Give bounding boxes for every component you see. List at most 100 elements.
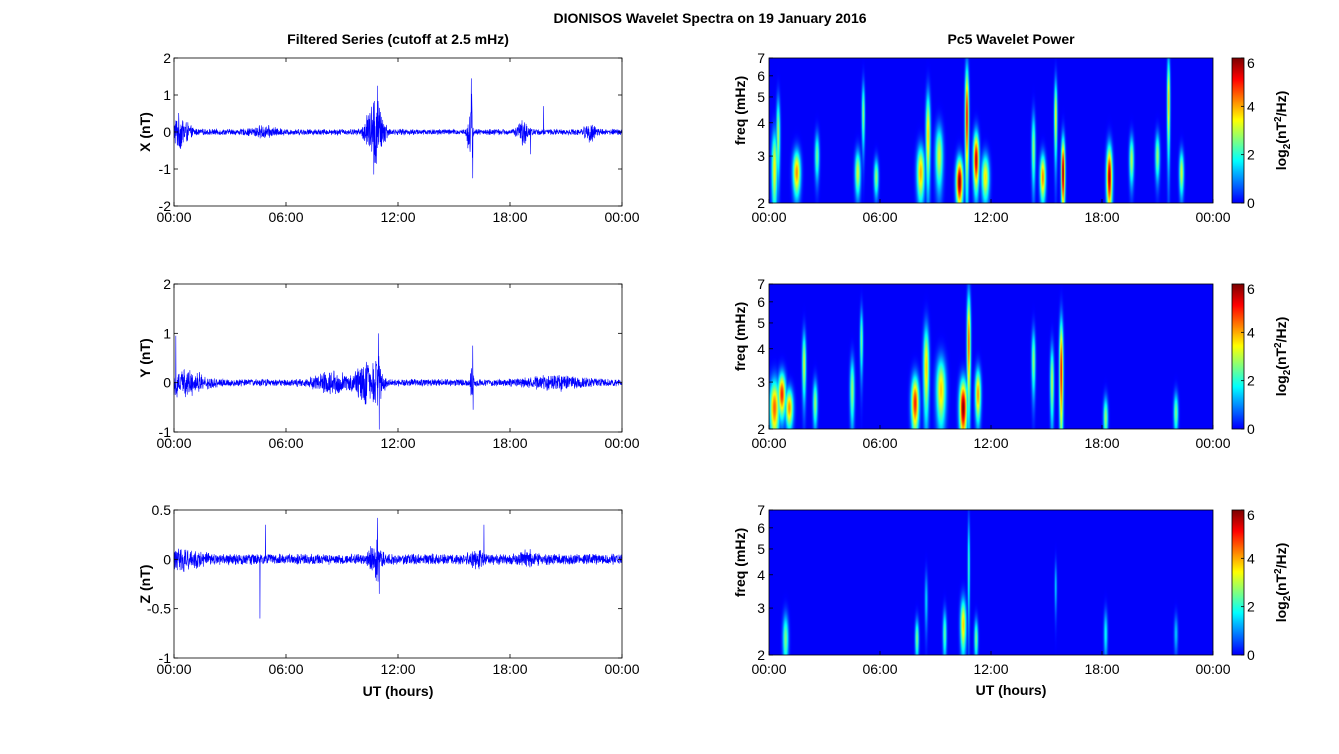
wavelet-power-heatmap [769, 58, 1213, 203]
x-tick-label: 18:00 [1084, 661, 1119, 677]
y-tick-label: 3 [757, 600, 765, 616]
x-tick-label: 12:00 [380, 661, 415, 677]
y-tick-label: -2 [159, 198, 172, 214]
figure-title: DIONISOS Wavelet Spectra on 19 January 2… [553, 10, 866, 26]
time-series-panel-x: -2 -1 0 1 2 00:00 06:00 12:00 18:00 00:00 Filtered… [137, 31, 640, 225]
wavelet-power-heatmap [769, 510, 1213, 655]
x-tick-label: 06:00 [862, 661, 897, 677]
wavelet-power-heatmap [769, 284, 1213, 429]
colorbar-tick-label: 6 [1247, 507, 1255, 523]
x-tick-label: 06:00 [862, 209, 897, 225]
y-tick-label: 2 [757, 195, 765, 211]
x-tick-label: 00:00 [1195, 435, 1230, 451]
x-axis-label: UT (hours) [363, 683, 434, 699]
x-tick-label: 18:00 [492, 661, 527, 677]
y-tick-label: 7 [757, 502, 765, 518]
y-axis-label: freq (mHz) [732, 76, 748, 145]
y-tick-label: 5 [757, 89, 765, 105]
wavelet-power-panel-x: 2 3 4 5 6 7 00:00 06:00 12:00 18:00 00:00 Pc5 Wavel… [732, 31, 1293, 225]
colorbar-tick-label: 0 [1247, 647, 1255, 663]
colorbar-label: log2(nT2/Hz) [1273, 317, 1293, 397]
y-tick-label: 4 [757, 115, 765, 131]
y-tick-label: 4 [757, 341, 765, 357]
colorbar-gradient [1232, 58, 1244, 203]
y-axis-label: Z (nT) [137, 565, 153, 604]
y-axis-label: Y (nT) [137, 338, 153, 377]
colorbar-tick-label: 2 [1247, 599, 1255, 615]
x-tick-label: 18:00 [1084, 209, 1119, 225]
x-tick-label: 12:00 [380, 209, 415, 225]
colorbar-tick-label: 4 [1247, 98, 1255, 114]
colorbar-tick-label: 2 [1247, 147, 1255, 163]
y-tick-label: 2 [757, 421, 765, 437]
y-tick-label: 3 [757, 148, 765, 164]
x-tick-label: 00:00 [156, 435, 191, 451]
colorbar-tick-label: 0 [1247, 421, 1255, 437]
wavelet-power-panel-y: 2 3 4 5 6 7 00:00 06:00 12:00 18:00 00:00 freq (mHz… [732, 276, 1293, 451]
y-tick-label: 2 [163, 50, 171, 66]
y-tick-label: 2 [163, 276, 171, 292]
x-tick-label: 12:00 [973, 661, 1008, 677]
x-tick-label: 00:00 [604, 435, 639, 451]
y-tick-label: 1 [163, 325, 171, 341]
x-tick-label: 18:00 [492, 209, 527, 225]
y-tick-label: 6 [757, 294, 765, 310]
colorbar-tick-label: 6 [1247, 281, 1255, 297]
x-tick-label: 12:00 [973, 209, 1008, 225]
time-series-panel-y: -1 0 1 2 00:00 06:00 12:00 18:00 00:00 Y (nT) [137, 276, 640, 451]
y-tick-label: 4 [757, 567, 765, 583]
y-tick-label: -1 [159, 161, 172, 177]
y-tick-label: 2 [757, 647, 765, 663]
x-tick-label: 12:00 [380, 435, 415, 451]
x-tick-label: 00:00 [156, 209, 191, 225]
y-tick-label: 0 [163, 375, 171, 391]
axes-frame [173, 509, 623, 659]
x-tick-label: 06:00 [268, 435, 303, 451]
y-axis-label: freq (mHz) [732, 302, 748, 371]
y-axis-label: freq (mHz) [732, 528, 748, 597]
y-tick-label: 7 [757, 276, 765, 292]
y-tick-label: 5 [757, 541, 765, 557]
time-series-panel-z: -1 -0.5 0 0.5 00:00 06:00 12:00 18:00 00:00 Z (nT… [137, 502, 640, 699]
x-tick-label: 06:00 [268, 661, 303, 677]
series-line [173, 78, 623, 179]
y-tick-label: 0 [163, 551, 171, 567]
x-tick-label: 00:00 [751, 209, 786, 225]
colorbar: 0 2 4 6 log2(nT2/Hz) [1231, 55, 1293, 211]
x-axis-label: UT (hours) [976, 682, 1047, 698]
colorbar-tick-label: 4 [1247, 324, 1255, 340]
colorbar-label: log2(nT2/Hz) [1273, 543, 1293, 623]
wavelet-power-panel-z: 2 3 4 5 6 7 00:00 06:00 12:00 18:00 00:00 freq (mHz… [732, 502, 1293, 698]
colorbar-tick-label: 4 [1247, 550, 1255, 566]
y-tick-label: -1 [159, 650, 172, 666]
colorbar-frame [1231, 509, 1245, 656]
colorbar-tick-label: 0 [1247, 195, 1255, 211]
x-tick-label: 00:00 [751, 435, 786, 451]
y-tick-label: 6 [757, 520, 765, 536]
colorbar: 0 2 4 6 log2(nT2/Hz) [1231, 507, 1293, 663]
series-line [173, 517, 623, 619]
x-tick-label: 12:00 [973, 435, 1008, 451]
x-tick-label: 06:00 [268, 209, 303, 225]
x-tick-label: 00:00 [604, 661, 639, 677]
x-tick-label: 00:00 [156, 661, 191, 677]
colorbar: 0 2 4 6 log2(nT2/Hz) [1231, 281, 1293, 437]
series-line [173, 333, 623, 430]
y-tick-label: 7 [757, 50, 765, 66]
panel-title: Filtered Series (cutoff at 2.5 mHz) [287, 31, 509, 47]
y-tick-label: 1 [163, 87, 171, 103]
colorbar-tick-label: 6 [1247, 55, 1255, 71]
colorbar-label: log2(nT2/Hz) [1273, 91, 1293, 171]
y-tick-label: 0 [163, 124, 171, 140]
colorbar-gradient [1232, 510, 1244, 655]
x-tick-label: 00:00 [1195, 661, 1230, 677]
x-tick-label: 18:00 [492, 435, 527, 451]
x-tick-label: 00:00 [1195, 209, 1230, 225]
panel-title: Pc5 Wavelet Power [947, 31, 1075, 47]
colorbar-tick-label: 2 [1247, 373, 1255, 389]
y-tick-label: 5 [757, 315, 765, 331]
x-tick-label: 18:00 [1084, 435, 1119, 451]
x-tick-label: 06:00 [862, 435, 897, 451]
y-tick-label: -0.5 [147, 601, 171, 617]
